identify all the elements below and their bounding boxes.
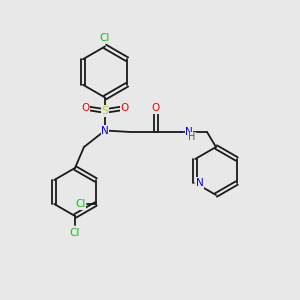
- Text: H: H: [188, 132, 196, 142]
- Text: N: N: [185, 127, 193, 137]
- Text: O: O: [120, 103, 129, 113]
- Text: N: N: [101, 125, 109, 136]
- Text: N: N: [196, 178, 204, 188]
- Text: Cl: Cl: [75, 199, 86, 209]
- Text: Cl: Cl: [70, 227, 80, 238]
- Text: Cl: Cl: [100, 33, 110, 43]
- Text: S: S: [101, 106, 109, 116]
- Text: O: O: [81, 103, 90, 113]
- Text: O: O: [152, 103, 160, 113]
